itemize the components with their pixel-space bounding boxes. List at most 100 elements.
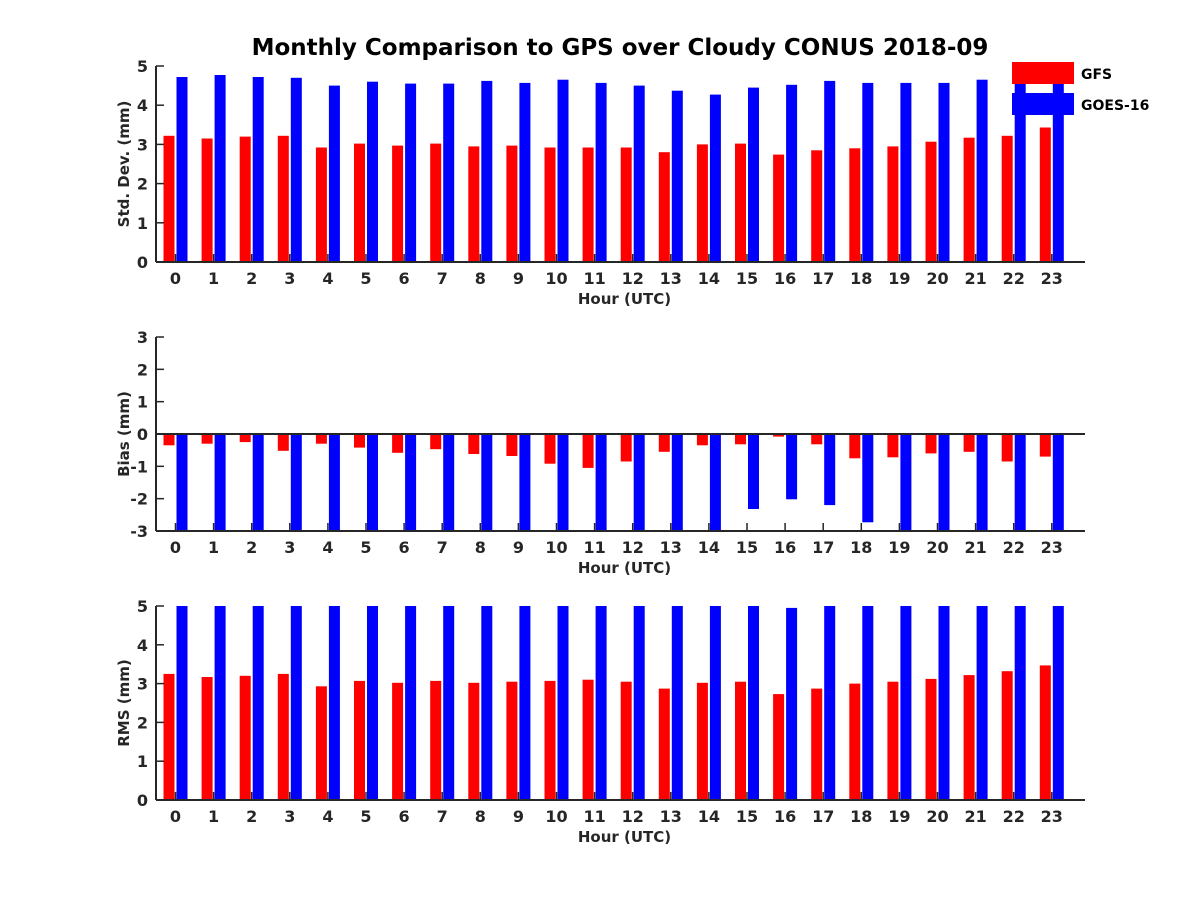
x-tick-label: 23 [1041,538,1063,557]
bar-gfs-hour-20 [925,678,937,800]
bar-gfs-hour-17 [811,150,823,262]
y-tick-label: 5 [137,597,148,616]
bar-goes16-hour-2 [252,606,264,800]
bar-gfs-hour-17 [811,688,823,800]
x-tick-label: 19 [888,538,910,557]
x-tick-label: 14 [698,269,720,288]
x-tick-label: 3 [284,807,295,826]
y-tick-label: 1 [137,393,148,412]
x-tick-label: 6 [399,807,410,826]
bar-gfs-hour-15 [735,681,746,800]
bar-gfs-hour-4 [315,434,327,444]
bar-goes16-hour-21 [976,606,988,800]
x-tick-label: 5 [360,807,371,826]
x-tick-label: 20 [926,807,948,826]
x-tick-label: 11 [583,538,605,557]
x-tick-label: 14 [698,807,720,826]
bar-goes16-hour-15 [748,606,759,800]
figure-title: Monthly Comparison to GPS over Cloudy CO… [252,35,989,61]
x-tick-label: 7 [437,269,448,288]
bar-gfs-hour-9 [506,145,518,262]
x-tick-label: 9 [513,538,524,557]
x-tick-label: 23 [1041,807,1063,826]
bar-goes16-hour-7 [443,83,455,262]
bar-goes16-hour-1 [214,606,226,800]
x-tick-label: 17 [812,269,834,288]
x-tick-label: 9 [513,807,524,826]
x-tick-label: 4 [322,538,333,557]
bar-gfs-hour-2 [239,136,251,262]
bar-gfs-hour-6 [392,434,404,453]
bar-goes16-hour-7 [443,434,455,531]
bar-goes16-hour-0 [176,77,188,262]
x-tick-label: 7 [437,538,448,557]
bar-goes16-hour-18 [862,606,874,800]
bar-gfs-hour-12 [620,681,632,800]
bar-gfs-hour-2 [239,675,251,800]
x-tick-label: 21 [964,807,986,826]
x-tick-label: 15 [736,538,758,557]
bar-gfs-hour-8 [468,146,480,262]
x-tick-label: 13 [660,807,682,826]
bar-goes16-hour-9 [519,82,531,263]
bar-gfs-hour-7 [430,680,442,800]
bar-goes16-hour-0 [176,606,188,800]
x-tick-label: 2 [246,538,257,557]
legend-label-goes16: GOES-16 [1081,98,1149,114]
bar-gfs-hour-9 [506,434,518,456]
bar-gfs-hour-16 [773,434,785,437]
bar-gfs-hour-6 [392,682,404,800]
x-axis-label: Hour (UTC) [578,559,671,577]
bar-gfs-hour-5 [354,434,365,448]
bar-gfs-hour-1 [201,434,213,444]
bar-goes16-hour-3 [290,77,302,262]
y-tick-label: 2 [137,360,148,379]
bar-gfs-hour-4 [315,147,327,262]
y-tick-label: 1 [137,752,148,771]
bar-gfs-hour-19 [887,146,899,262]
bar-gfs-hour-10 [544,434,556,464]
bar-goes16-hour-15 [748,434,759,509]
bar-gfs-hour-15 [735,143,746,262]
x-tick-label: 20 [926,269,948,288]
x-tick-label: 5 [360,269,371,288]
bar-goes16-hour-14 [709,94,721,262]
bar-goes16-hour-16 [786,607,798,800]
bar-gfs-hour-3 [277,673,289,800]
bar-goes16-hour-13 [671,434,683,531]
x-tick-label: 8 [475,538,486,557]
x-tick-label: 12 [622,269,644,288]
bar-gfs-hour-1 [201,138,213,262]
bar-gfs-hour-6 [392,145,404,262]
y-tick-label: 0 [137,253,148,272]
bar-goes16-hour-15 [748,87,759,262]
x-tick-label: 15 [736,269,758,288]
x-tick-label: 3 [284,269,295,288]
bar-goes16-hour-23 [1052,80,1064,263]
bar-goes16-hour-20 [938,434,950,531]
bar-gfs-hour-3 [277,434,289,451]
bar-gfs-hour-19 [887,434,899,458]
x-tick-label: 21 [964,538,986,557]
x-tick-label: 12 [622,807,644,826]
x-tick-label: 22 [1003,269,1025,288]
legend-swatch-gfs [1012,62,1074,84]
bar-goes16-hour-8 [481,434,493,531]
bar-gfs-hour-13 [658,152,670,262]
bar-gfs-hour-15 [735,434,746,445]
bar-gfs-hour-8 [468,682,480,800]
y-tick-label: 2 [137,713,148,732]
bar-goes16-hour-4 [328,606,340,800]
bar-goes16-hour-9 [519,434,531,531]
bar-goes16-hour-1 [214,75,226,262]
bar-goes16-hour-13 [671,606,683,800]
x-tick-label: 22 [1003,538,1025,557]
y-tick-label: -2 [130,490,148,509]
bar-gfs-hour-21 [963,675,975,800]
y-tick-label: -3 [130,522,148,541]
x-tick-label: 11 [583,807,605,826]
bar-gfs-hour-8 [468,434,480,454]
bar-goes16-hour-20 [938,606,950,800]
bar-gfs-hour-14 [696,144,708,262]
